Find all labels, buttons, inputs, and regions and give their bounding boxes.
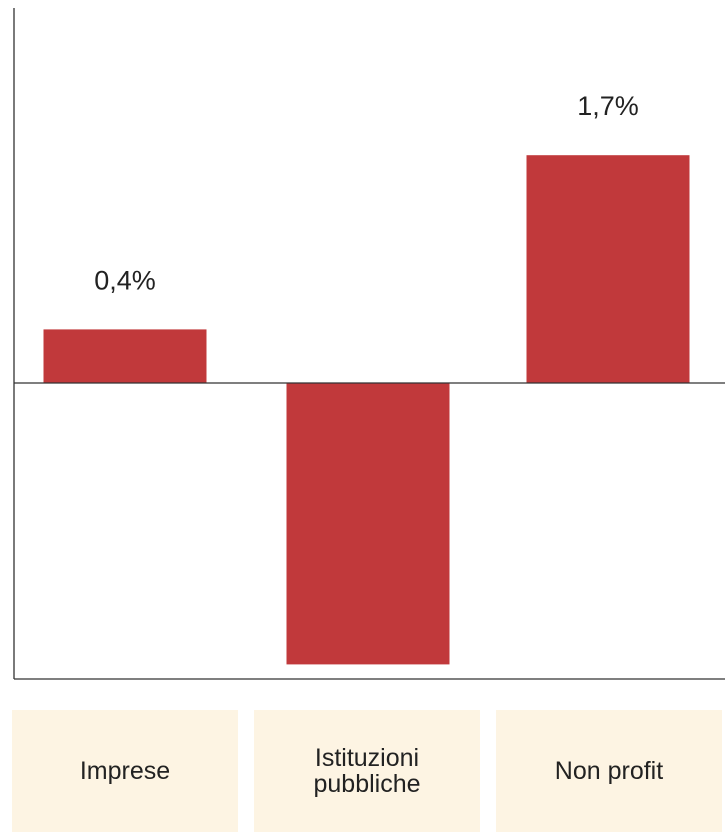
bar-imprese	[43, 329, 207, 383]
bar-chart: 0,4%-2,1%1,7%	[13, 8, 725, 680]
data-label-non-profit: 1,7%	[577, 91, 639, 121]
category-label-imprese: Imprese	[12, 710, 238, 832]
bar-istituzioni-pubbliche	[286, 383, 450, 665]
bar-non-profit	[526, 155, 690, 383]
category-label-non-profit: Non profit	[496, 710, 722, 832]
data-label-imprese: 0,4%	[94, 265, 156, 295]
category-label-istituzioni-pubbliche: Istituzioni pubbliche	[254, 710, 480, 832]
